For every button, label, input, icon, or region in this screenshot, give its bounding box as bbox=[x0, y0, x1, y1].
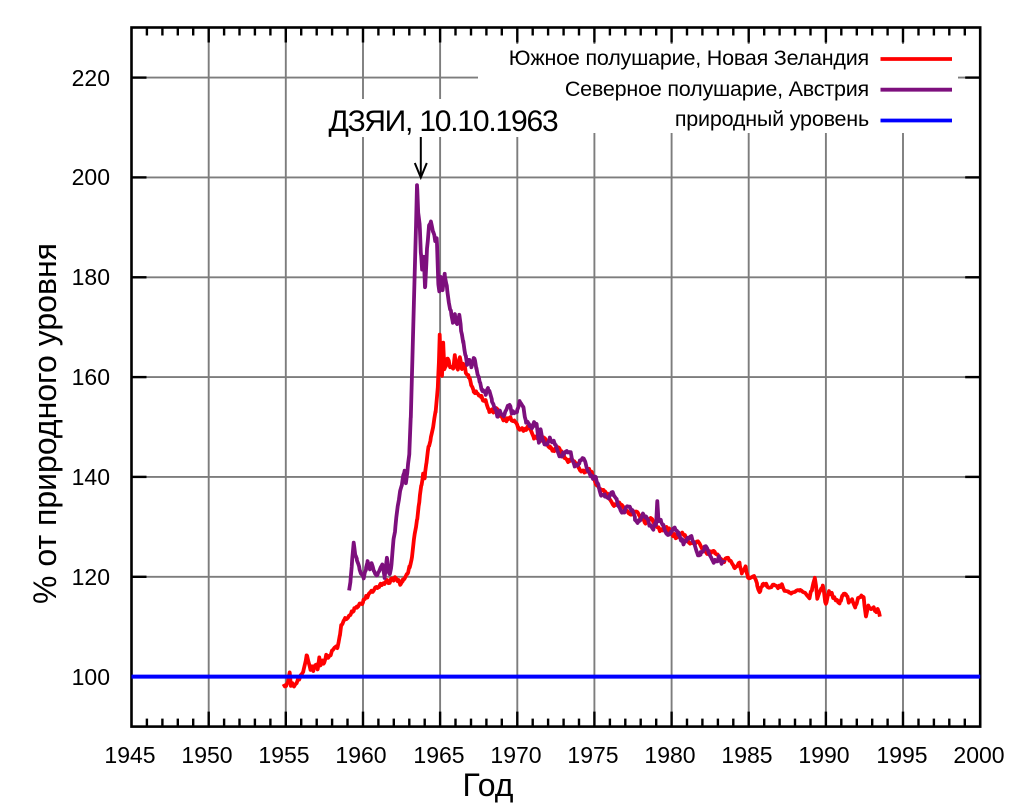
svg-text:1970: 1970 bbox=[490, 742, 541, 768]
svg-text:Год: Год bbox=[463, 767, 514, 803]
svg-text:1960: 1960 bbox=[335, 742, 386, 768]
svg-text:Южное полушарие, Новая Зеланди: Южное полушарие, Новая Зеландия bbox=[509, 46, 869, 70]
svg-text:природный уровень: природный уровень bbox=[675, 107, 869, 131]
svg-text:1985: 1985 bbox=[721, 742, 772, 768]
svg-text:1975: 1975 bbox=[567, 742, 618, 768]
svg-text:200: 200 bbox=[72, 164, 110, 190]
svg-text:1990: 1990 bbox=[798, 742, 849, 768]
svg-text:100: 100 bbox=[72, 664, 110, 690]
svg-text:1950: 1950 bbox=[181, 742, 232, 768]
svg-text:220: 220 bbox=[72, 65, 110, 91]
svg-text:1945: 1945 bbox=[104, 742, 155, 768]
svg-text:160: 160 bbox=[72, 364, 110, 390]
svg-text:% от природного уровня: % от природного уровня bbox=[27, 243, 63, 604]
svg-text:2000: 2000 bbox=[953, 742, 1004, 768]
svg-text:140: 140 bbox=[72, 464, 110, 490]
svg-text:1995: 1995 bbox=[876, 742, 927, 768]
svg-text:180: 180 bbox=[72, 264, 110, 290]
svg-text:Северное полушарие, Австрия: Северное полушарие, Австрия bbox=[565, 77, 869, 101]
svg-text:1965: 1965 bbox=[413, 742, 464, 768]
svg-text:ДЗЯИ, 10.10.1963: ДЗЯИ, 10.10.1963 bbox=[329, 105, 558, 138]
svg-text:1955: 1955 bbox=[258, 742, 309, 768]
svg-text:120: 120 bbox=[72, 564, 110, 590]
svg-text:1980: 1980 bbox=[644, 742, 695, 768]
